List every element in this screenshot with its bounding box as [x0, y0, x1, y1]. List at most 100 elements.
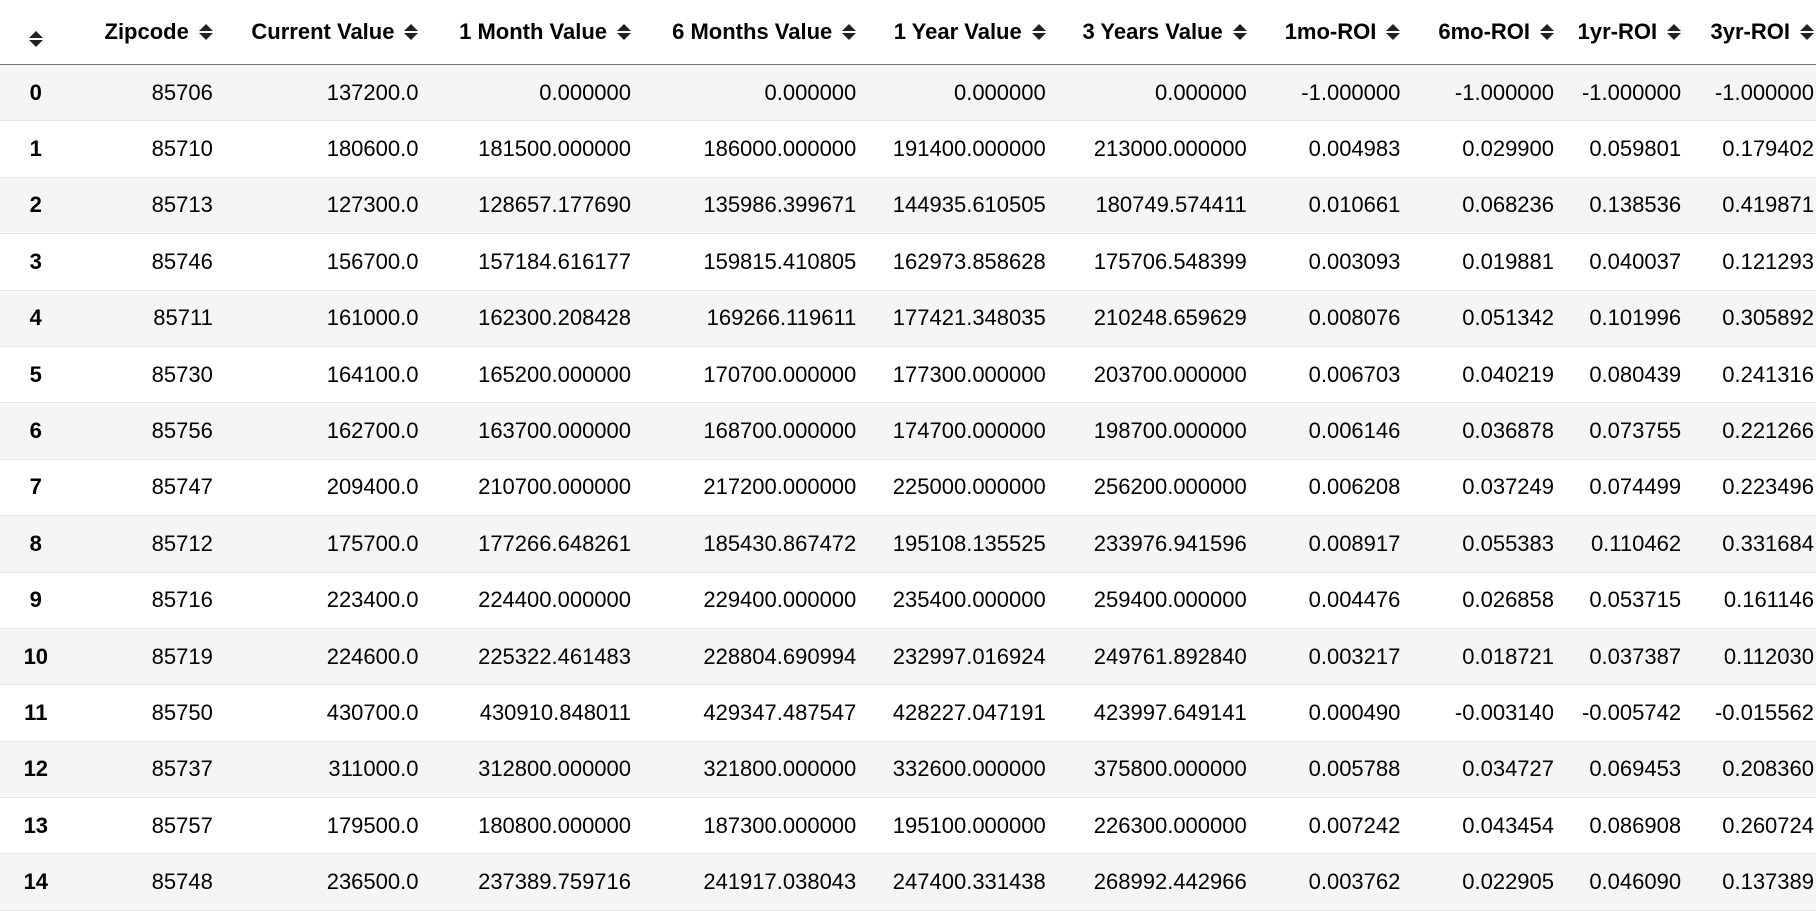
- table-cell: 0.059801: [1556, 120, 1684, 178]
- table-cell: 85710: [71, 120, 215, 178]
- table-cell: 0.068236: [1402, 177, 1557, 235]
- table-cell: 85750: [71, 684, 215, 742]
- table-cell: 268992.442966: [1047, 853, 1249, 911]
- table-cell: -1.000000: [1556, 64, 1684, 122]
- index-header[interactable]: [0, 0, 72, 65]
- table-cell: 0.221266: [1683, 402, 1816, 460]
- table-cell: 127300.0: [214, 177, 421, 235]
- table-cell: 85756: [71, 402, 215, 460]
- table-cell: 0.043454: [1402, 797, 1557, 855]
- sort-updown-icon[interactable]: [1031, 24, 1046, 40]
- table-cell: 128657.177690: [420, 177, 634, 235]
- table-cell: 186000.000000: [633, 120, 859, 178]
- table-cell: 177300.000000: [858, 346, 1048, 404]
- table-cell: 0.022905: [1402, 853, 1557, 911]
- sort-updown-icon[interactable]: [1232, 24, 1247, 40]
- table-cell: 375800.000000: [1047, 741, 1249, 799]
- table-cell: 0.000490: [1248, 684, 1403, 742]
- sort-updown-icon[interactable]: [1540, 24, 1555, 40]
- table-cell: 0.112030: [1683, 628, 1816, 686]
- table-cell: 0.029900: [1402, 120, 1557, 178]
- column-header-label: 6mo-ROI: [1438, 19, 1531, 44]
- table-cell: 162973.858628: [858, 233, 1048, 291]
- sort-updown-icon[interactable]: [28, 30, 43, 47]
- table-cell: 0.053715: [1556, 572, 1684, 629]
- table-cell: 312800.000000: [420, 741, 634, 799]
- row-index: 0: [0, 64, 72, 122]
- table-cell: 241917.038043: [633, 853, 859, 911]
- column-header[interactable]: 6 Months Value: [633, 0, 859, 65]
- table-row: 8 85712 175700.0 177266.648261 185430.867472…: [0, 515, 1816, 573]
- table-cell: 430910.848011: [420, 684, 634, 742]
- column-header[interactable]: 1 Year Value: [858, 0, 1048, 65]
- table-cell: 0.073755: [1556, 402, 1684, 460]
- table-cell: 225322.461483: [420, 628, 634, 686]
- table-cell: 237389.759716: [420, 853, 634, 911]
- column-header[interactable]: 3 Years Value: [1047, 0, 1249, 65]
- column-header-label: 6 Months Value: [672, 19, 833, 44]
- table-cell: -1.000000: [1402, 64, 1557, 122]
- table-cell: 0.004476: [1248, 572, 1403, 629]
- column-header-label: Zipcode: [104, 19, 189, 44]
- table-cell: 235400.000000: [858, 572, 1048, 629]
- table-cell: 0.069453: [1556, 741, 1684, 799]
- table-cell: 175706.548399: [1047, 233, 1249, 291]
- table-cell: 0.006208: [1248, 459, 1403, 517]
- table-cell: 85719: [71, 628, 215, 686]
- table-cell: -1.000000: [1683, 64, 1816, 122]
- table-row: 12 85737 311000.0 312800.000000 321800.00000…: [0, 741, 1816, 799]
- table-cell: 256200.000000: [1047, 459, 1249, 517]
- table-cell: 0.040219: [1402, 346, 1557, 404]
- column-header[interactable]: Current Value: [214, 0, 421, 65]
- sort-updown-icon[interactable]: [617, 24, 632, 40]
- sort-updown-icon[interactable]: [842, 24, 857, 40]
- table-cell: 0.005788: [1248, 741, 1403, 799]
- column-header[interactable]: Zipcode: [71, 0, 215, 65]
- table-cell: 85746: [71, 233, 215, 291]
- table-cell: 85730: [71, 346, 215, 404]
- column-header[interactable]: 1 Month Value: [420, 0, 634, 65]
- table-cell: 0.008076: [1248, 290, 1403, 347]
- table-cell: 164100.0: [214, 346, 421, 404]
- table-cell: 224600.0: [214, 628, 421, 686]
- sort-updown-icon[interactable]: [1800, 24, 1814, 40]
- table-cell: 0.086908: [1556, 797, 1684, 855]
- table-cell: 156700.0: [214, 233, 421, 291]
- table-cell: 181500.000000: [420, 120, 634, 178]
- table-cell: 210700.000000: [420, 459, 634, 517]
- row-index: 1: [0, 120, 72, 178]
- column-header[interactable]: 3yr-ROI: [1683, 0, 1816, 65]
- sort-updown-icon[interactable]: [404, 24, 419, 40]
- column-header[interactable]: 6mo-ROI: [1402, 0, 1557, 65]
- table-cell: 430700.0: [214, 684, 421, 742]
- sort-updown-icon[interactable]: [1386, 24, 1401, 40]
- column-header[interactable]: 1mo-ROI: [1248, 0, 1403, 65]
- table-cell: -0.003140: [1402, 684, 1557, 742]
- sort-updown-icon[interactable]: [198, 24, 213, 40]
- table-cell: 135986.399671: [633, 177, 859, 235]
- column-header[interactable]: 1yr-ROI: [1556, 0, 1684, 65]
- table-cell: 180749.574411: [1047, 177, 1249, 235]
- table-cell: 0.000000: [420, 64, 634, 122]
- table-cell: 232997.016924: [858, 628, 1048, 686]
- table-cell: 159815.410805: [633, 233, 859, 291]
- table-cell: 0.000000: [1047, 64, 1249, 122]
- column-header-label: 3 Years Value: [1082, 19, 1223, 44]
- table-cell: 213000.000000: [1047, 120, 1249, 178]
- table-cell: 0.121293: [1683, 233, 1816, 291]
- table-cell: 85757: [71, 797, 215, 855]
- table-cell: 0.003093: [1248, 233, 1403, 291]
- table-cell: 0.006146: [1248, 402, 1403, 460]
- table-cell: 225000.000000: [858, 459, 1048, 517]
- sort-updown-icon[interactable]: [1667, 24, 1682, 40]
- row-index: 5: [0, 346, 72, 404]
- table-cell: 0.040037: [1556, 233, 1684, 291]
- table-cell: 0.241316: [1683, 346, 1816, 404]
- row-index: 11: [0, 684, 72, 742]
- table-cell: 0.051342: [1402, 290, 1557, 347]
- table-cell: 191400.000000: [858, 120, 1048, 178]
- column-header-label: 1 Year Value: [893, 19, 1022, 44]
- table-cell: -1.000000: [1248, 64, 1403, 122]
- table-cell: 180800.000000: [420, 797, 634, 855]
